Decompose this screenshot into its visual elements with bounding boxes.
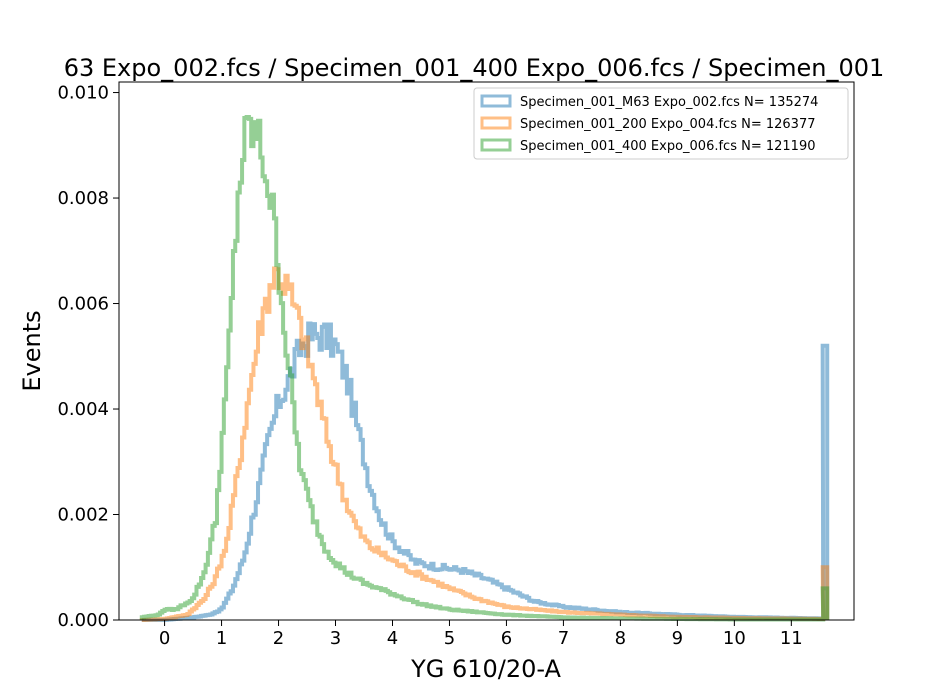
x-tick-label: 8 bbox=[615, 628, 626, 649]
x-tick-label: 5 bbox=[444, 628, 455, 649]
histogram-series-0 bbox=[141, 321, 830, 622]
plot-frame bbox=[118, 81, 855, 621]
x-tick-label: 2 bbox=[273, 628, 284, 649]
x-tick-label: 6 bbox=[501, 628, 512, 649]
y-tick-label: 0.008 bbox=[57, 188, 109, 209]
x-tick-label: 11 bbox=[780, 628, 803, 649]
legend-label-2: Specimen_001_400 Expo_006.fcs N= 121190 bbox=[520, 139, 815, 154]
y-tick-label: 0.002 bbox=[57, 505, 109, 526]
y-tick-label: 0.000 bbox=[57, 610, 109, 631]
y-tick-label: 0.010 bbox=[57, 83, 109, 104]
chart-title: 63 Expo_002.fcs / Specimen_001_400 Expo_… bbox=[64, 54, 885, 82]
x-tick-label: 10 bbox=[723, 628, 746, 649]
legend-frame bbox=[473, 87, 849, 160]
legend-swatch-0 bbox=[480, 94, 512, 108]
x-tick-label: 4 bbox=[387, 628, 398, 649]
y-ticks: 0.000 0.002 0.004 0.006 0.008 0.010 bbox=[57, 83, 119, 631]
x-axis-label: YG 610/20-A bbox=[410, 655, 561, 683]
x-ticks: 0 1 2 3 4 5 6 7 8 9 10 11 bbox=[159, 620, 803, 649]
histogram-series-1 bbox=[139, 266, 830, 622]
x-tick-label: 9 bbox=[672, 628, 683, 649]
y-tick-label: 0.004 bbox=[57, 399, 109, 420]
legend: Specimen_001_M63 Expo_002.fcs N= 135274 … bbox=[473, 87, 849, 160]
x-tick-label: 1 bbox=[216, 628, 227, 649]
legend-label-0: Specimen_001_M63 Expo_002.fcs N= 135274 bbox=[520, 95, 818, 110]
histogram-series-2 bbox=[139, 115, 830, 622]
legend-label-1: Specimen_001_200 Expo_004.fcs N= 126377 bbox=[520, 117, 815, 132]
x-tick-label: 3 bbox=[330, 628, 341, 649]
legend-swatch-1 bbox=[480, 116, 512, 130]
y-axis-label: Events bbox=[18, 310, 46, 391]
x-tick-label: 7 bbox=[558, 628, 569, 649]
x-tick-label: 0 bbox=[159, 628, 170, 649]
legend-swatch-2 bbox=[480, 138, 512, 152]
y-tick-label: 0.006 bbox=[57, 294, 109, 315]
series-layer bbox=[139, 115, 830, 622]
